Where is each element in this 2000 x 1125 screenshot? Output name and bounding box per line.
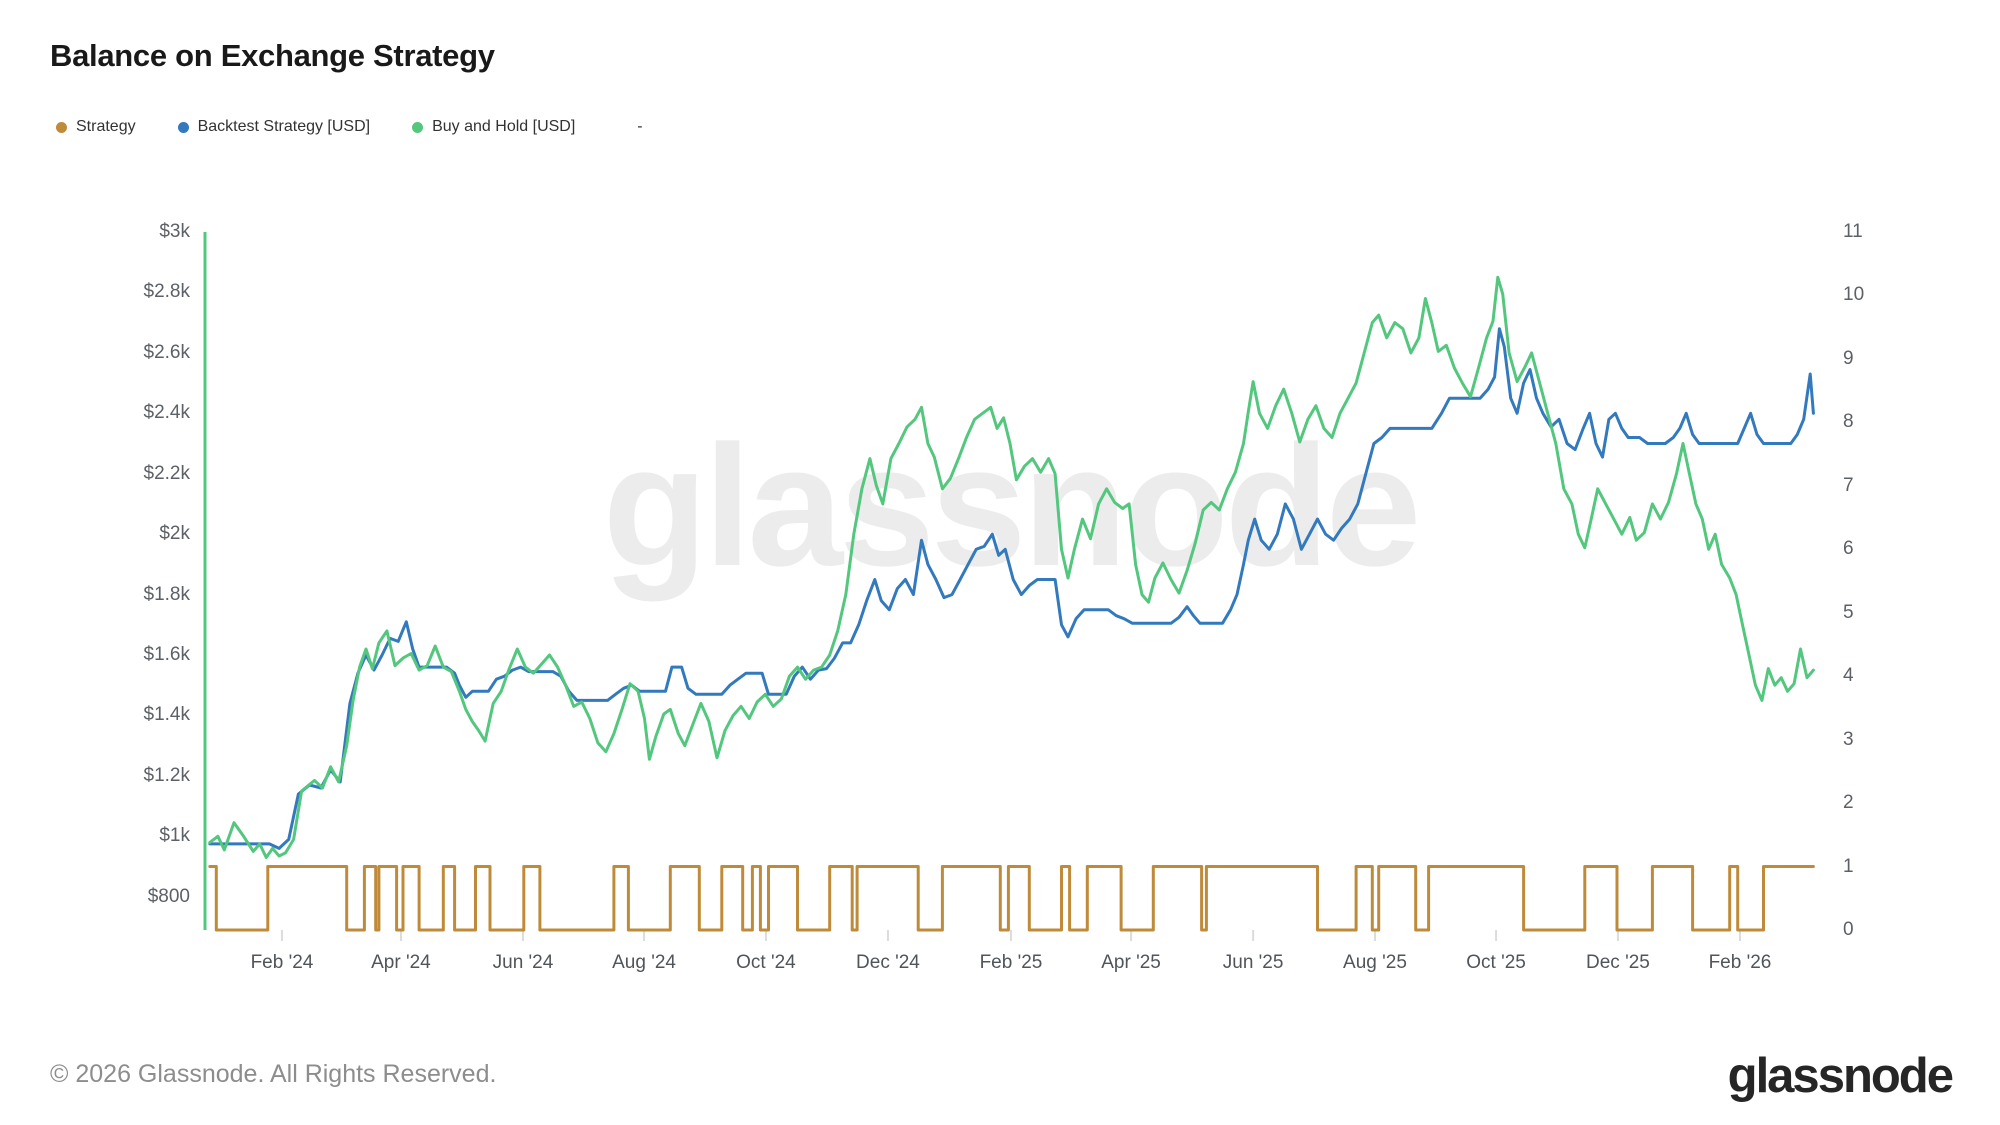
series-strategy bbox=[208, 865, 1815, 932]
legend: Strategy Backtest Strategy [USD] Buy and… bbox=[56, 118, 643, 136]
legend-label-backtest: Backtest Strategy [USD] bbox=[197, 118, 371, 135]
copyright-text: © 2026 Glassnode. All Rights Reserved. bbox=[50, 1060, 497, 1088]
legend-extra-dash: - bbox=[637, 118, 643, 135]
legend-item-buy-and-hold[interactable]: Buy and Hold [USD] bbox=[412, 118, 575, 136]
series-backtest-strategy-usd bbox=[208, 327, 1815, 850]
legend-dot-backtest-icon bbox=[177, 121, 189, 133]
page-title: Balance on Exchange Strategy bbox=[50, 38, 495, 73]
legend-item-strategy[interactable]: Strategy bbox=[56, 118, 136, 136]
legend-label-strategy: Strategy bbox=[76, 118, 136, 135]
series-buy-and-hold-usd bbox=[208, 275, 1815, 859]
legend-dot-buy-and-hold-icon bbox=[412, 121, 424, 133]
legend-dot-strategy-icon bbox=[56, 121, 67, 133]
glassnode-logo: glassnode bbox=[1727, 1049, 1954, 1103]
legend-label-buy-and-hold: Buy and Hold [USD] bbox=[432, 118, 576, 135]
legend-item-backtest-strategy[interactable]: Backtest Strategy [USD] bbox=[177, 118, 371, 136]
